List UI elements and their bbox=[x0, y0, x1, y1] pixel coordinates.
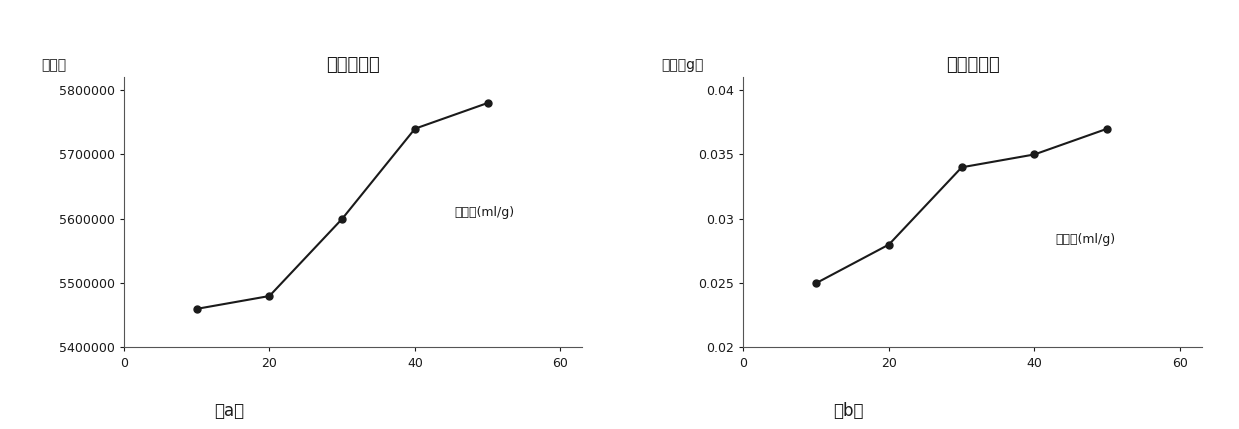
Text: 液料比(ml/g): 液料比(ml/g) bbox=[1056, 233, 1115, 246]
Text: 峰面积: 峰面积 bbox=[41, 58, 67, 72]
Title: 液料比因素: 液料比因素 bbox=[326, 56, 380, 74]
Title: 液料比因素: 液料比因素 bbox=[945, 56, 1000, 74]
Text: 重量（g）: 重量（g） bbox=[660, 58, 704, 72]
Text: 液料比(ml/g): 液料比(ml/g) bbox=[453, 206, 514, 219]
Text: （b）: （b） bbox=[834, 402, 864, 420]
Text: （a）: （a） bbox=[214, 402, 244, 420]
